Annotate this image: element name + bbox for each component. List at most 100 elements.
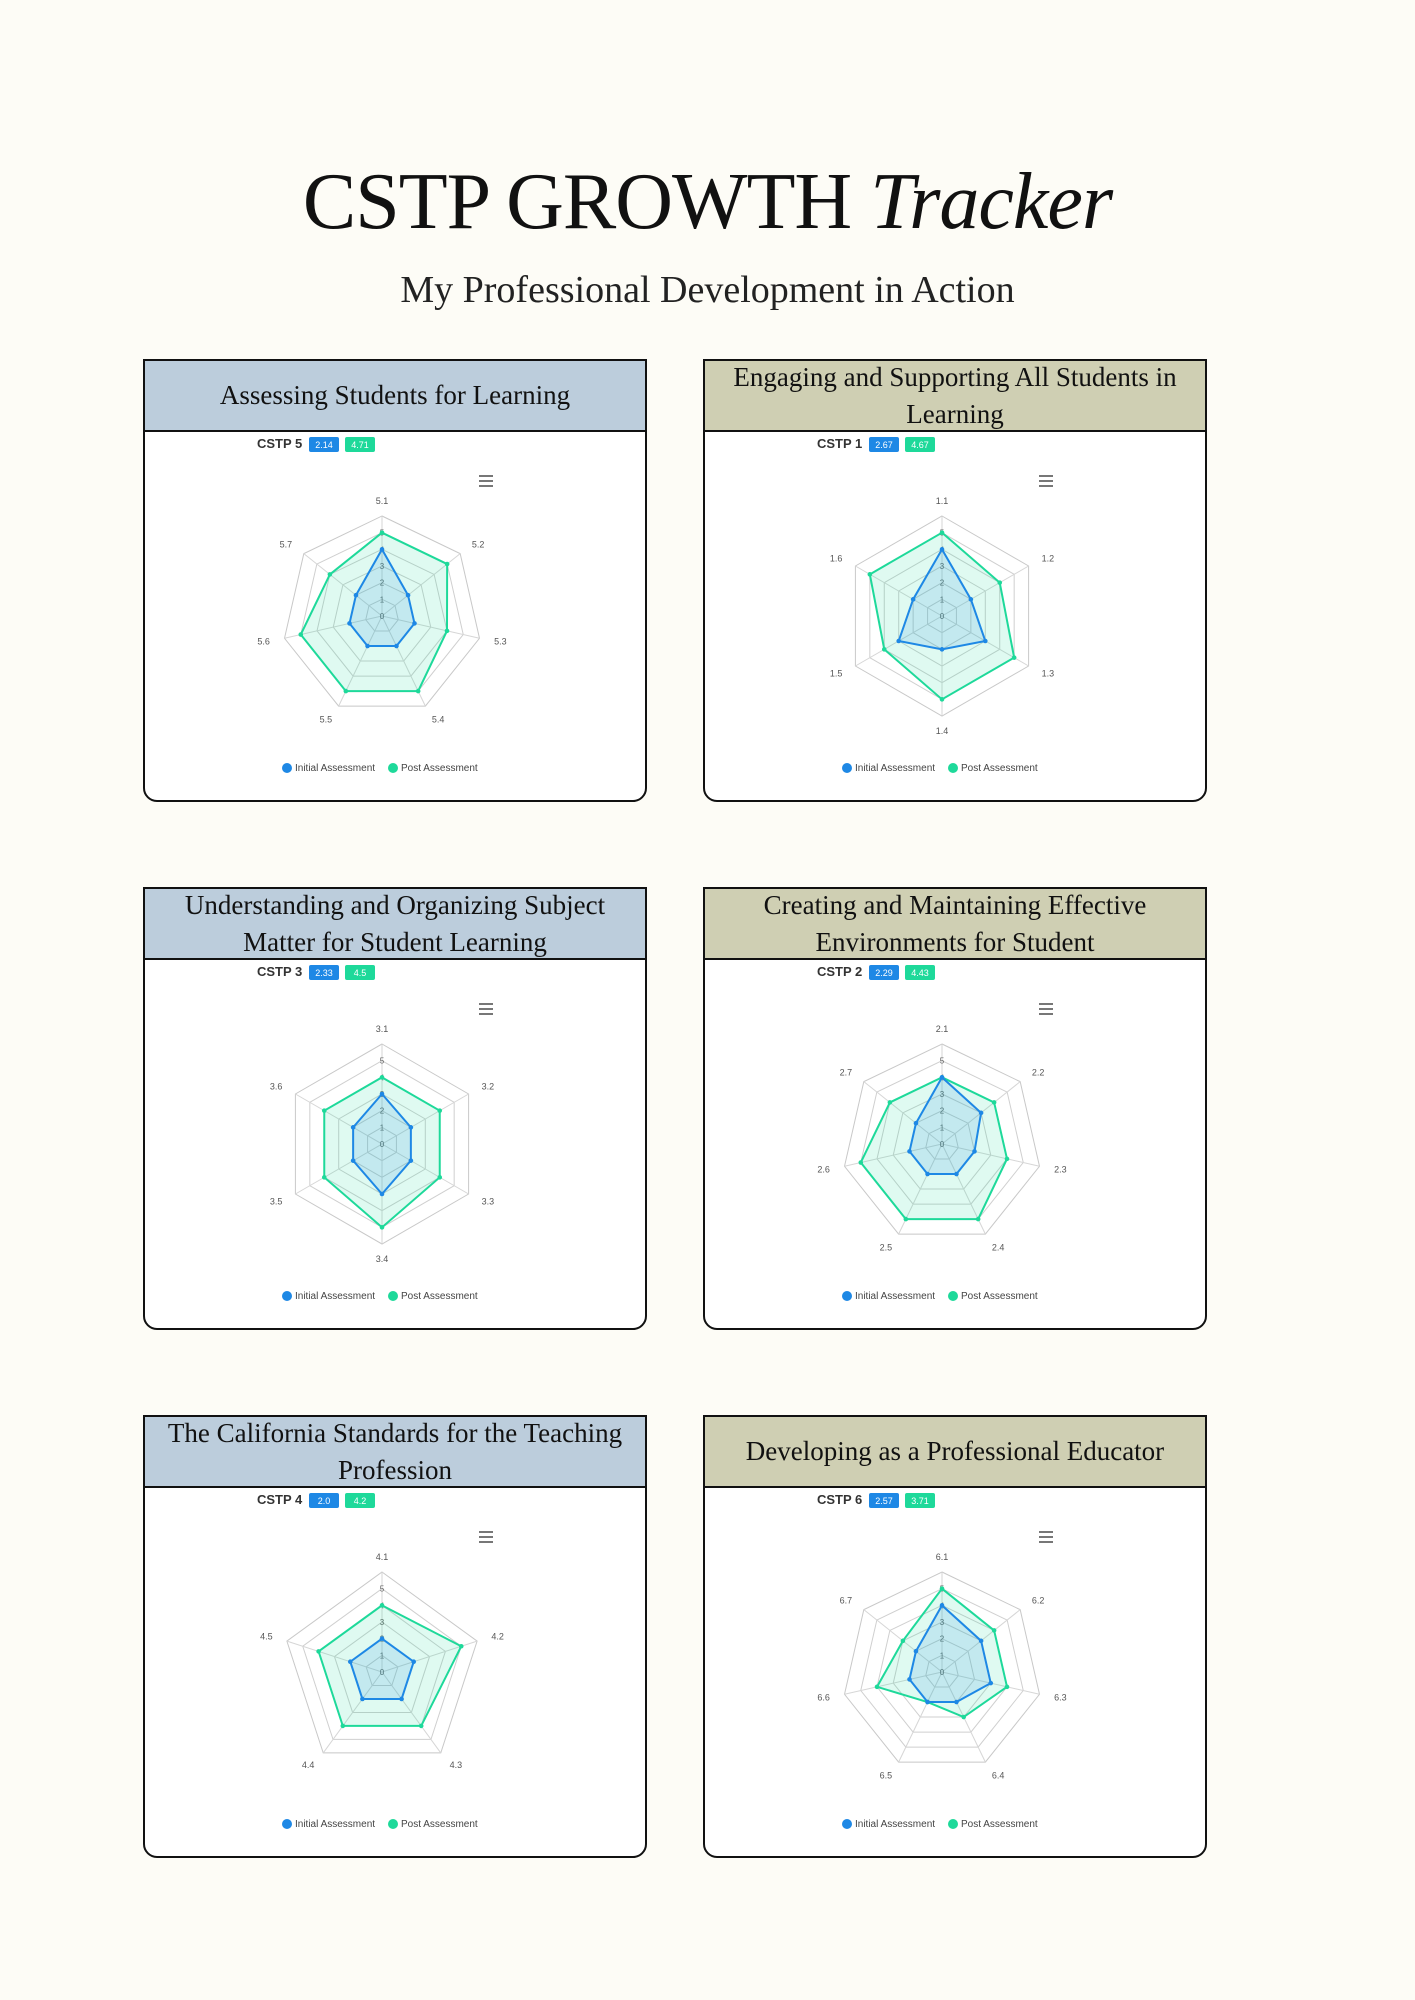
post-point: [321, 1108, 327, 1113]
axis-category-label: 2.1: [936, 1024, 949, 1034]
spoke: [381, 1143, 469, 1195]
legend-post[interactable]: Post Assessment: [388, 1291, 478, 1302]
axis-category-label: 4.1: [376, 1552, 389, 1562]
badge-initial: 2.14: [309, 437, 339, 452]
svg-text:Initial Assessment: Initial Assessment: [295, 1819, 375, 1830]
initial-point: [411, 1659, 417, 1664]
hamburger-menu-icon[interactable]: [479, 1003, 493, 1015]
post-point: [991, 1100, 997, 1105]
axis-category-label: 5.4: [432, 715, 445, 725]
card-title: Assessing Students for Learning: [145, 361, 645, 432]
badge-post: 4.67: [905, 437, 935, 452]
chart-label: CSTP 1: [817, 436, 862, 451]
card-title: The California Standards for the Teachin…: [145, 1417, 645, 1488]
post-series-polygon: [317, 1604, 463, 1727]
axis-category-label: 4.3: [450, 1760, 463, 1770]
initial-point: [353, 592, 359, 598]
initial-point: [405, 592, 411, 598]
svg-text:3.71: 3.71: [911, 1496, 929, 1506]
scale-tick-label: 2: [940, 1107, 945, 1116]
axis-category-label: 6.4: [992, 1771, 1005, 1781]
legend-post[interactable]: Post Assessment: [388, 1819, 478, 1830]
card-title: Understanding and Organizing Subject Mat…: [145, 889, 645, 960]
page-title: CSTP GROWTH Tracker: [0, 162, 1415, 242]
scale-tick-label: 1: [940, 1123, 945, 1132]
legend: Initial Assessment Post Assessment: [842, 1291, 1038, 1302]
legend-post[interactable]: Post Assessment: [948, 763, 1038, 774]
initial-point: [907, 1149, 912, 1154]
axis-category-label: 4.5: [260, 1631, 273, 1641]
legend-initial[interactable]: Initial Assessment: [282, 1291, 375, 1302]
svg-text:Initial Assessment: Initial Assessment: [295, 763, 375, 774]
initial-point: [347, 621, 352, 626]
grid-ring: [925, 1126, 959, 1160]
legend-post[interactable]: Post Assessment: [948, 1291, 1038, 1302]
spoke: [295, 1093, 383, 1145]
initial-point: [394, 643, 399, 649]
grid-ring: [365, 1654, 399, 1686]
initial-point: [365, 643, 370, 649]
axis-category-label: 2.7: [840, 1067, 853, 1077]
card-title: Engaging and Supporting All Students in …: [705, 361, 1205, 432]
axis-category-label: 6.7: [840, 1595, 853, 1605]
post-point: [321, 1175, 327, 1180]
svg-text:2.67: 2.67: [875, 440, 893, 450]
axis-category-label: 3.4: [376, 1254, 389, 1264]
initial-point: [954, 1171, 959, 1177]
legend-initial[interactable]: Initial Assessment: [282, 1819, 375, 1830]
post-point: [340, 1723, 346, 1729]
hamburger-menu-icon[interactable]: [1039, 1003, 1053, 1015]
post-point: [900, 1638, 906, 1644]
scale-tick-label: 0: [940, 1140, 945, 1149]
legend-initial[interactable]: Initial Assessment: [842, 763, 935, 774]
initial-point: [939, 547, 945, 552]
grid-ring: [283, 515, 481, 707]
axis-category-label: 3.6: [270, 1082, 283, 1092]
axis-category-label: 5.3: [494, 637, 507, 647]
legend: Initial Assessment Post Assessment: [842, 763, 1038, 774]
svg-text:Initial Assessment: Initial Assessment: [855, 763, 935, 774]
legend-initial[interactable]: Initial Assessment: [842, 1819, 935, 1830]
initial-point: [913, 1648, 919, 1654]
spoke: [322, 1671, 383, 1754]
post-point: [1011, 655, 1017, 660]
svg-text:2.29: 2.29: [875, 968, 893, 978]
initial-series-polygon: [908, 1603, 992, 1704]
hamburger-menu-icon[interactable]: [479, 475, 493, 487]
post-point: [975, 1216, 981, 1222]
legend: Initial Assessment Post Assessment: [282, 763, 478, 774]
grid-ring: [365, 598, 399, 632]
legend-post[interactable]: Post Assessment: [948, 1819, 1038, 1830]
grid-ring: [925, 1654, 959, 1688]
radar-chart: CSTP 62.573.710123456.16.26.36.46.56.66.…: [817, 1492, 1067, 1830]
svg-text:Post Assessment: Post Assessment: [961, 1819, 1038, 1830]
chart-label: CSTP 3: [257, 964, 302, 979]
legend-initial[interactable]: Initial Assessment: [282, 763, 375, 774]
post-point: [881, 647, 887, 652]
axis-category-label: 3.3: [482, 1197, 495, 1207]
svg-text:4.2: 4.2: [354, 1496, 367, 1506]
spoke: [863, 1081, 943, 1145]
legend-initial[interactable]: Initial Assessment: [842, 1291, 935, 1302]
scale-tick-label: 2: [940, 1635, 945, 1644]
spoke: [303, 553, 383, 617]
svg-text:2.33: 2.33: [315, 968, 333, 978]
axis-category-label: 3.2: [482, 1082, 495, 1092]
initial-series-polygon: [908, 1075, 983, 1176]
badge-initial: 2.67: [869, 437, 899, 452]
axis-category-label: 5.1: [376, 496, 389, 506]
hamburger-menu-icon[interactable]: [1039, 475, 1053, 487]
svg-text:4.67: 4.67: [911, 440, 929, 450]
hamburger-menu-icon[interactable]: [479, 1531, 493, 1543]
initial-point: [408, 1125, 414, 1130]
badge-initial: 2.0: [309, 1493, 339, 1508]
axis-category-label: 2.4: [992, 1243, 1005, 1253]
scale-tick-label: 5: [380, 1585, 385, 1594]
hamburger-menu-icon[interactable]: [1039, 1531, 1053, 1543]
legend-post[interactable]: Post Assessment: [388, 763, 478, 774]
title-italic: Tracker: [870, 158, 1113, 246]
svg-text:Initial Assessment: Initial Assessment: [855, 1291, 935, 1302]
radar-chart: CSTP 32.334.50123453.13.23.33.43.53.6Ini…: [257, 964, 495, 1302]
initial-point: [939, 1075, 945, 1080]
svg-text:Post Assessment: Post Assessment: [401, 1291, 478, 1302]
